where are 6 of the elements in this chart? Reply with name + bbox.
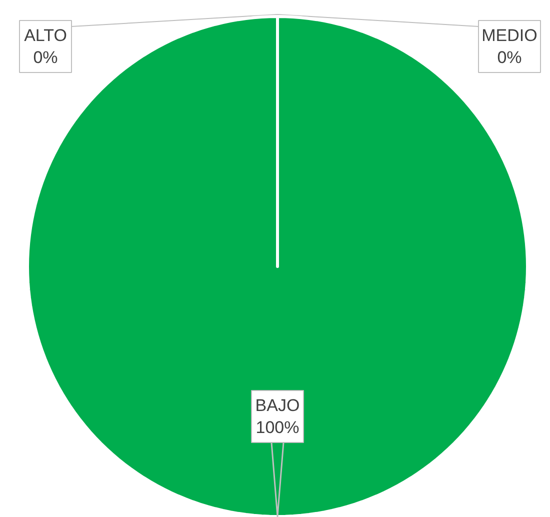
text: 0% <box>33 48 58 67</box>
category-label: MEDIO <box>482 26 538 45</box>
data-label: 100% <box>256 418 300 437</box>
category-label: ALTO <box>24 26 67 45</box>
slice-label: BAJO <box>255 396 300 415</box>
text: 0% <box>497 48 522 67</box>
